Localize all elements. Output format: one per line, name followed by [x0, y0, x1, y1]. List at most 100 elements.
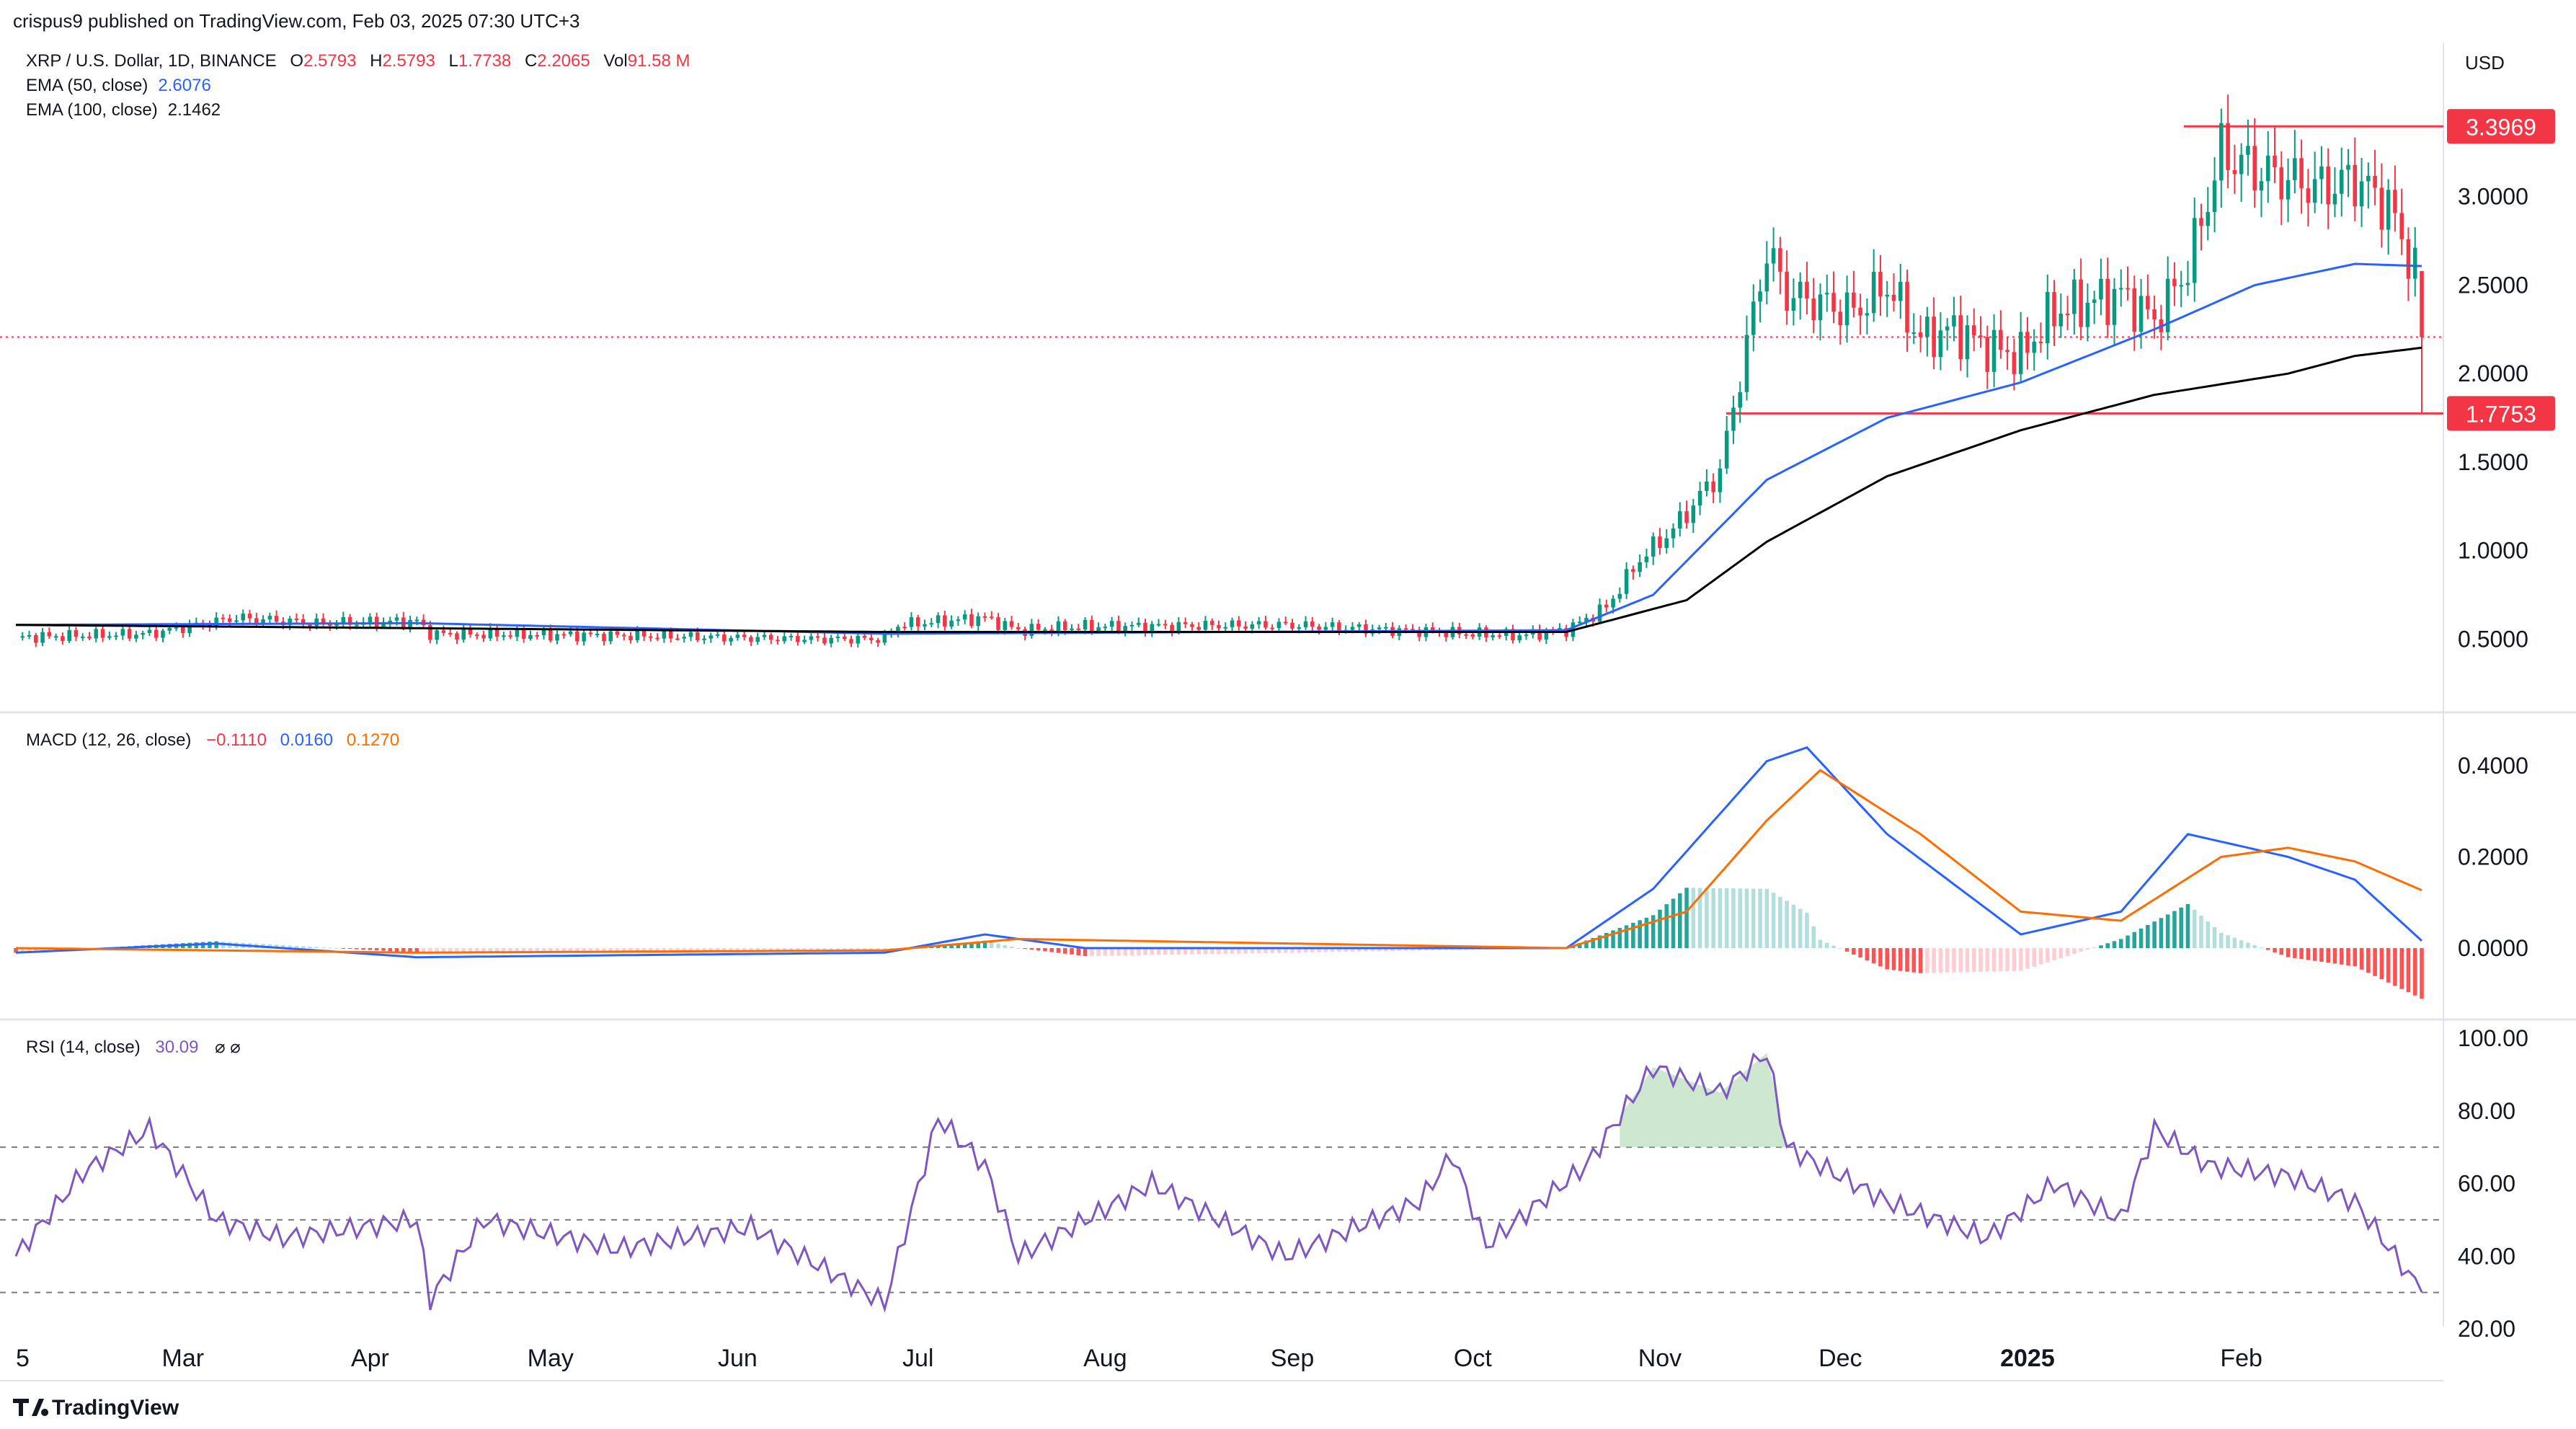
macd-histogram-bar	[1323, 948, 1328, 952]
candle-body	[575, 631, 579, 642]
candle-body	[1377, 627, 1382, 629]
candle-body	[2219, 123, 2224, 181]
candle-body	[174, 627, 179, 629]
candle-body	[2025, 332, 2030, 353]
candle-body	[949, 620, 954, 627]
candle-body	[301, 619, 306, 625]
macd-histogram-bar	[468, 948, 473, 952]
macd-histogram-bar	[1891, 948, 1896, 970]
time-tick-label: Jun	[718, 1345, 758, 1372]
candle-body	[1350, 627, 1355, 630]
macd-histogram-bar	[1751, 888, 1756, 948]
macd-histogram-bar	[1584, 940, 1589, 948]
candle-body	[976, 616, 980, 627]
candle-body	[682, 637, 687, 639]
time-tick-label: 5	[16, 1345, 30, 1372]
candle-body	[1411, 629, 1415, 631]
candle-body	[1123, 626, 1127, 632]
macd-histogram-bar	[1644, 917, 1649, 948]
macd-histogram-bar	[1223, 948, 1228, 954]
macd-histogram-bar	[949, 944, 954, 948]
currency-label: USD	[2465, 52, 2505, 74]
macd-histogram-bar	[301, 946, 306, 948]
macd-histogram-bar	[1664, 904, 1669, 948]
candle-body	[521, 628, 526, 640]
macd-histogram-bar	[328, 947, 332, 949]
time-tick-label: Mar	[162, 1345, 205, 1372]
candle-body	[107, 636, 112, 638]
candle-body	[1932, 317, 1936, 358]
macd-histogram-bar	[1785, 901, 1789, 948]
macd-histogram-bar	[1250, 948, 1255, 954]
macd-histogram-bar	[2038, 948, 2043, 965]
candle-body	[1511, 629, 1515, 641]
candle-body	[1658, 536, 1662, 548]
macd-histogram-bar	[722, 948, 727, 952]
candle-body	[147, 629, 152, 633]
candle-body	[568, 631, 573, 634]
candle-body	[2353, 164, 2358, 207]
macd-histogram-bar	[1043, 948, 1047, 952]
macd-histogram-bar	[381, 948, 386, 951]
macd-histogram-bar	[1878, 948, 1883, 967]
macd-histogram-bar	[1871, 948, 1876, 964]
macd-histogram-bar	[1597, 935, 1602, 948]
candle-body	[1718, 468, 1723, 492]
candle-body	[588, 632, 593, 634]
price-tick-label: 0.5000	[2458, 626, 2528, 652]
candle-body	[989, 616, 994, 619]
candle-body	[608, 631, 613, 642]
candle-body	[2306, 188, 2311, 203]
macd-histogram-bar	[2025, 948, 2030, 969]
macd-histogram-bar	[508, 948, 512, 952]
candle-body	[294, 618, 299, 620]
candle-body	[2406, 239, 2411, 279]
candle-body	[53, 636, 58, 638]
candle-body	[1631, 569, 1635, 572]
candle-body	[2152, 309, 2157, 319]
rsi-plot	[14, 1052, 2423, 1313]
candle-body	[127, 629, 132, 639]
macd-histogram-bar	[1778, 896, 1782, 948]
macd-histogram-bar	[588, 948, 593, 952]
macd-histogram-bar	[214, 941, 218, 948]
macd-histogram-bar	[1617, 927, 1622, 948]
macd-histogram-bar	[34, 948, 38, 952]
candle-body	[100, 629, 105, 638]
footer-brand: TradingView	[52, 1396, 179, 1420]
candle-body	[2032, 341, 2036, 353]
candle-body	[1430, 627, 1435, 632]
macd-histogram-bar	[2366, 948, 2371, 973]
candle-body	[1203, 621, 1208, 630]
time-tick-label: Apr	[351, 1345, 389, 1372]
candle-body	[1043, 629, 1047, 631]
candle-body	[161, 630, 165, 638]
macd-histogram-bar	[1417, 948, 1421, 951]
candle-body	[2420, 270, 2424, 337]
macd-histogram-bar	[2058, 948, 2064, 958]
macd-histogram-bar	[2239, 940, 2244, 948]
candle-body	[749, 637, 753, 642]
signal-line	[15, 769, 2422, 954]
macd-histogram-bar	[481, 948, 486, 952]
candle-body	[1905, 281, 1909, 333]
candle-body	[441, 630, 446, 633]
macd-histogram-bar	[582, 948, 586, 952]
candle-body	[1384, 627, 1388, 629]
macd-histogram-bar	[1697, 888, 1702, 948]
candle-body	[849, 639, 853, 644]
candle-body	[1330, 622, 1335, 627]
macd-histogram-bar	[1651, 915, 1656, 948]
candle-body	[2138, 296, 2144, 332]
candle-body	[1209, 621, 1214, 625]
candle-body	[755, 637, 760, 642]
candle-body	[2232, 169, 2237, 174]
candle-body	[815, 636, 820, 638]
macd-histogram-bar	[2052, 948, 2056, 960]
candle-body	[1705, 481, 1709, 491]
candle-body	[1196, 627, 1201, 630]
macd-histogram-bar	[2072, 948, 2077, 955]
candle-body	[2199, 218, 2203, 226]
macd-histogram-bar	[2185, 903, 2190, 948]
macd-histogram-bar	[1965, 948, 1970, 973]
